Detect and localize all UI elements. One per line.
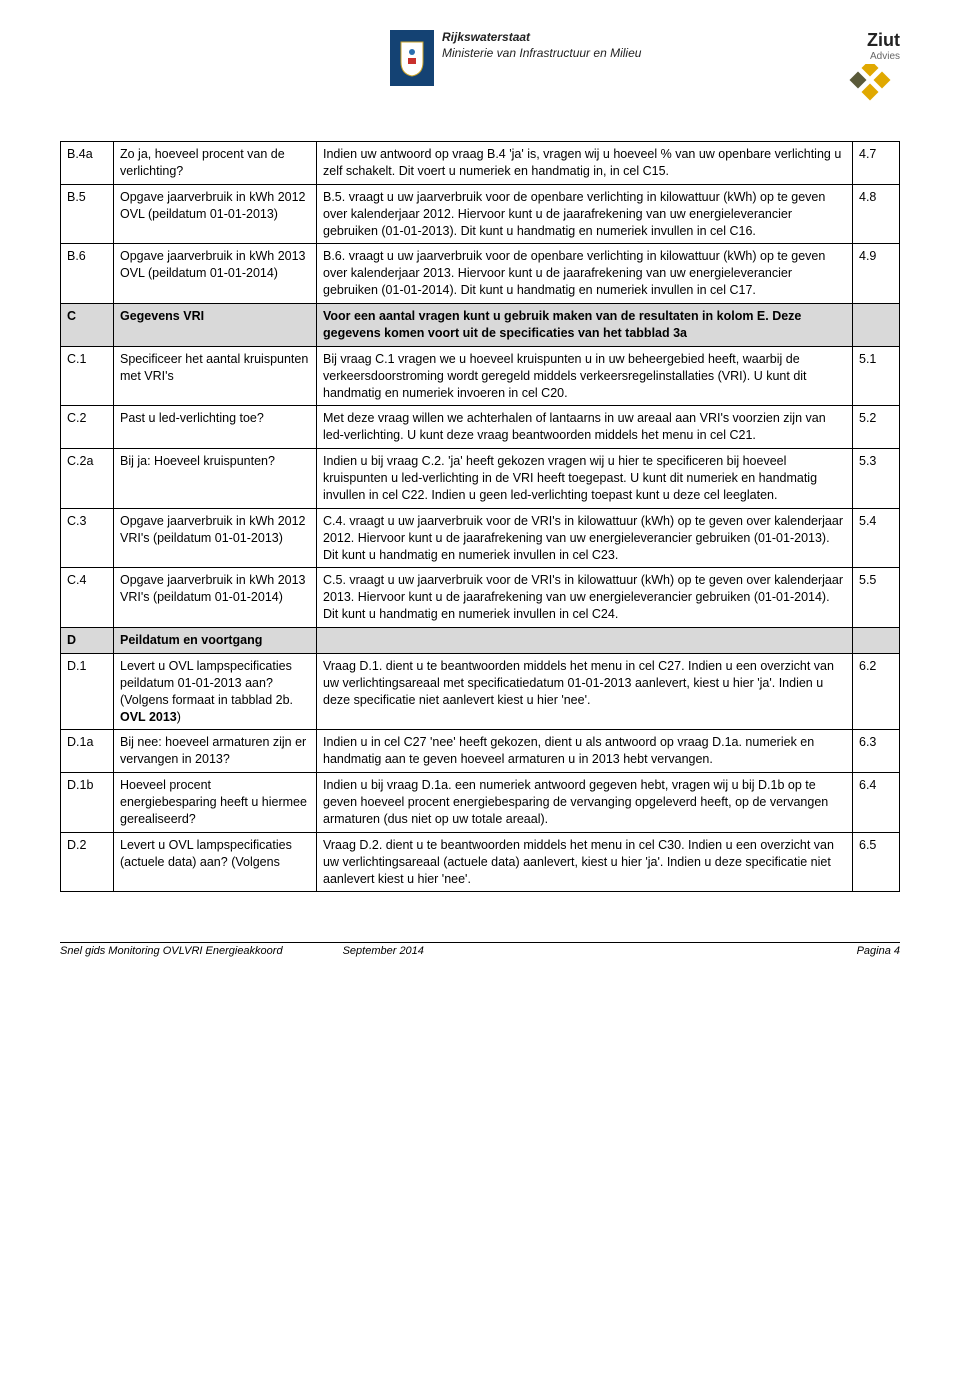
table-row: D.1bHoeveel procent energiebesparing hee… [61,773,900,833]
row-code: D.1b [61,773,114,833]
table-row: B.4aZo ja, hoeveel procent van de verlic… [61,142,900,185]
row-code: D.1a [61,730,114,773]
table-row: C.1Specificeer het aantal kruispunten me… [61,346,900,406]
row-question: Levert u OVL lampspecificaties peildatum… [114,653,317,730]
shield-icon [390,30,434,86]
row-answer [317,628,853,654]
row-ref: 4.9 [853,244,900,304]
row-question: Bij nee: hoeveel armaturen zijn er verva… [114,730,317,773]
agency-subtitle: Ministerie van Infrastructuur en Milieu [442,46,641,62]
table-row: D.2Levert u OVL lampspecificaties (actue… [61,832,900,892]
brand-name: Ziut [867,30,900,50]
row-ref [853,304,900,347]
table-row: C.3Opgave jaarverbruik in kWh 2012 VRI's… [61,508,900,568]
header-logos: Rijkswaterstaat Ministerie van Infrastru… [60,30,900,111]
footer-date: September 2014 [343,945,424,957]
row-ref: 5.4 [853,508,900,568]
row-question: Zo ja, hoeveel procent van de verlichtin… [114,142,317,185]
row-ref: 4.7 [853,142,900,185]
row-answer: Indien uw antwoord op vraag B.4 'ja' is,… [317,142,853,185]
table-row: DPeildatum en voortgang [61,628,900,654]
row-ref [853,628,900,654]
row-code: D [61,628,114,654]
row-ref: 5.3 [853,449,900,509]
row-ref: 6.4 [853,773,900,833]
page-footer: Snel gids Monitoring OVLVRI Energieakkoo… [60,942,900,957]
row-answer: B.5. vraagt u uw jaarverbruik voor de op… [317,184,853,244]
row-answer: Voor een aantal vragen kunt u gebruik ma… [317,304,853,347]
row-answer: Vraag D.1. dient u te beantwoorden midde… [317,653,853,730]
row-answer: Indien u in cel C27 'nee' heeft gekozen,… [317,730,853,773]
diamond-icon [840,64,900,111]
row-code: C.2 [61,406,114,449]
row-code: D.2 [61,832,114,892]
logo-text: Rijkswaterstaat Ministerie van Infrastru… [442,30,641,61]
row-ref: 5.1 [853,346,900,406]
row-question: Specificeer het aantal kruispunten met V… [114,346,317,406]
row-question: Hoeveel procent energiebesparing heeft u… [114,773,317,833]
row-code: C.1 [61,346,114,406]
row-question: Opgave jaarverbruik in kWh 2012 VRI's (p… [114,508,317,568]
logo-ziut: Ziut Advies [840,30,900,111]
row-ref: 6.2 [853,653,900,730]
table-row: B.5Opgave jaarverbruik in kWh 2012 OVL (… [61,184,900,244]
footer-title: Snel gids Monitoring OVLVRI Energieakkoo… [60,945,283,957]
page: Rijkswaterstaat Ministerie van Infrastru… [0,0,960,997]
brand-sub: Advies [840,51,900,62]
row-question: Opgave jaarverbruik in kWh 2012 OVL (pei… [114,184,317,244]
table-row: D.1Levert u OVL lampspecificaties peilda… [61,653,900,730]
content-table: B.4aZo ja, hoeveel procent van de verlic… [60,141,900,892]
row-answer: B.6. vraagt u uw jaarverbruik voor de op… [317,244,853,304]
row-code: B.6 [61,244,114,304]
table-row: C.2aBij ja: Hoeveel kruispunten?Indien u… [61,449,900,509]
row-code: B.4a [61,142,114,185]
row-code: B.5 [61,184,114,244]
row-question: Gegevens VRI [114,304,317,347]
row-question: Opgave jaarverbruik in kWh 2013 OVL (pei… [114,244,317,304]
row-code: C.2a [61,449,114,509]
row-code: C.4 [61,568,114,628]
agency-title: Rijkswaterstaat [442,30,641,46]
row-answer: Met deze vraag willen we achterhalen of … [317,406,853,449]
table-row: C.4Opgave jaarverbruik in kWh 2013 VRI's… [61,568,900,628]
row-code: D.1 [61,653,114,730]
table-row: C.2Past u led-verlichting toe?Met deze v… [61,406,900,449]
row-answer: C.5. vraagt u uw jaarverbruik voor de VR… [317,568,853,628]
row-question: Past u led-verlichting toe? [114,406,317,449]
row-ref: 4.8 [853,184,900,244]
row-question: Opgave jaarverbruik in kWh 2013 VRI's (p… [114,568,317,628]
row-answer: Indien u bij vraag D.1a. een numeriek an… [317,773,853,833]
row-answer: Bij vraag C.1 vragen we u hoeveel kruisp… [317,346,853,406]
row-answer: Indien u bij vraag C.2. 'ja' heeft gekoz… [317,449,853,509]
row-code: C.3 [61,508,114,568]
table-row: CGegevens VRIVoor een aantal vragen kunt… [61,304,900,347]
row-code: C [61,304,114,347]
row-question: Peildatum en voortgang [114,628,317,654]
logo-rijkswaterstaat: Rijkswaterstaat Ministerie van Infrastru… [390,30,641,86]
row-answer: Vraag D.2. dient u te beantwoorden midde… [317,832,853,892]
table-row: B.6Opgave jaarverbruik in kWh 2013 OVL (… [61,244,900,304]
row-question: Levert u OVL lampspecificaties (actuele … [114,832,317,892]
row-ref: 5.2 [853,406,900,449]
row-ref: 6.5 [853,832,900,892]
row-ref: 5.5 [853,568,900,628]
row-ref: 6.3 [853,730,900,773]
table-row: D.1aBij nee: hoeveel armaturen zijn er v… [61,730,900,773]
row-answer: C.4. vraagt u uw jaarverbruik voor de VR… [317,508,853,568]
footer-page: Pagina 4 [857,945,900,957]
row-question: Bij ja: Hoeveel kruispunten? [114,449,317,509]
